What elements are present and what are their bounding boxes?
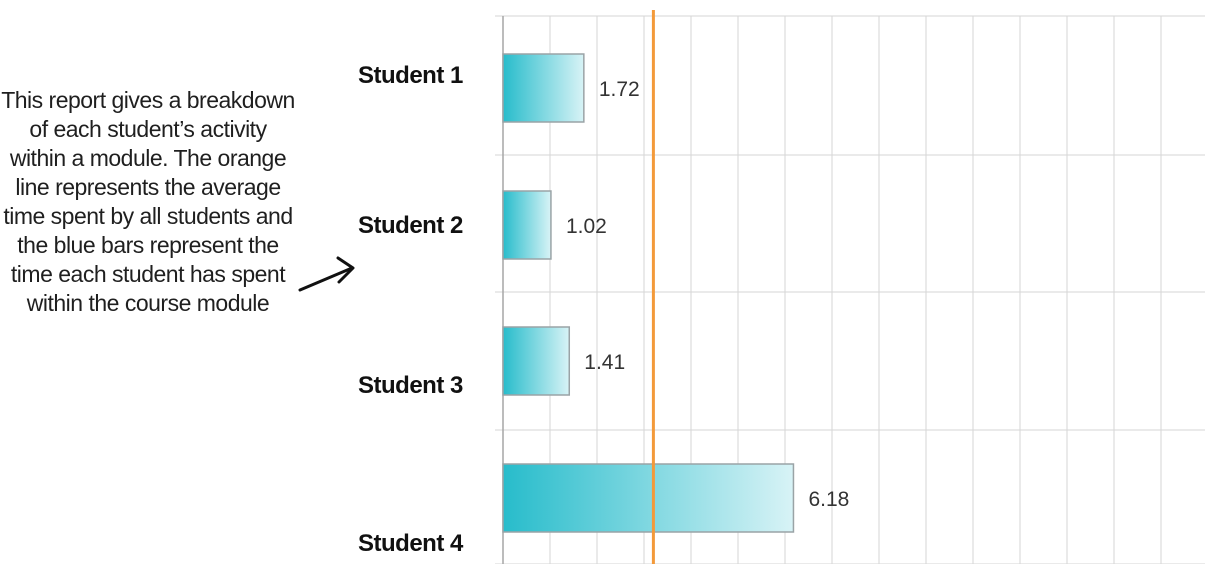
bar-student-2 [502,190,552,260]
arrow-icon [298,256,355,292]
data-label-student-1: 1.72 [599,78,640,101]
category-label: Student 4 [358,530,463,557]
category-label: Student 2 [358,212,463,239]
bar-student-3 [502,326,571,396]
data-label-student-2: 1.02 [566,215,607,238]
data-label-student-3: 1.41 [584,351,625,374]
bar-student-1 [502,53,585,123]
bar-student-4 [502,463,795,533]
plot-area: 1.72 1.02 1.41 6.18 [495,10,1205,564]
bar-chart: 1.72 1.02 1.41 6.18 Student 1 Student 2 Stude… [340,0,1205,564]
category-label: Student 1 [358,62,463,89]
category-label: Student 3 [358,372,463,399]
data-label-student-4: 6.18 [808,488,849,511]
annotation-text: This report gives a breakdown of each st… [1,87,295,316]
